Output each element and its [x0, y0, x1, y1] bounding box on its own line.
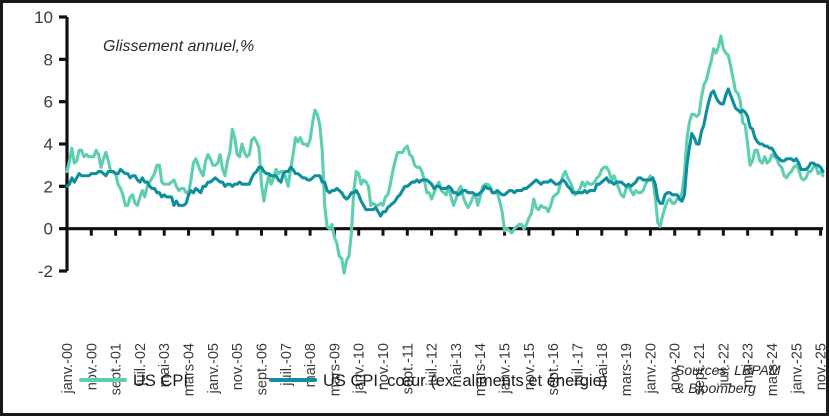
x-tick-label: mars-14 — [473, 343, 489, 396]
x-tick-label: sept.-01 — [109, 343, 125, 395]
x-tick-label: mars-24 — [765, 343, 781, 396]
x-tick-label: mai-03 — [157, 343, 173, 387]
series-line-1 — [65, 34, 825, 275]
x-tick-label: nov.-05 — [230, 343, 246, 390]
x-tick-label: janv.-05 — [206, 343, 222, 395]
x-tick-label: mai-13 — [449, 343, 465, 387]
x-tick-label: mars-04 — [182, 343, 198, 396]
x-tick-label: nov.-00 — [84, 343, 100, 390]
x-tick-label: sept.-06 — [254, 343, 270, 395]
legend-item-1[interactable]: US CPI — [79, 372, 188, 390]
x-tick-label: sept.-11 — [400, 343, 416, 394]
y-tick-label: 10 — [34, 8, 53, 27]
x-tick-label: janv.-00 — [60, 343, 76, 395]
y-tick-label: -2 — [38, 262, 53, 281]
x-tick-label: juil.-17 — [570, 343, 586, 387]
x-tick-label: janv.-10 — [352, 343, 368, 395]
y-tick-label: 0 — [44, 220, 53, 239]
x-tick-label: janv.-25 — [789, 343, 805, 395]
x-tick-label: mars-09 — [327, 343, 343, 396]
y-tick-label: 6 — [44, 93, 53, 112]
x-tick-label: janv.-15 — [498, 343, 514, 395]
cpi-line-chart: -2 0 2 4 6 8 10 janv.-00 nov.-00 sept.-01 juil.-02… — [34, 8, 829, 396]
x-tick-label: mai-08 — [303, 343, 319, 387]
x-tick-label: sept.-16 — [546, 343, 562, 395]
x-tick-label: nov.-10 — [376, 343, 392, 390]
x-tick-label: sept.-21 — [692, 343, 708, 395]
y-tick-label: 4 — [44, 135, 53, 154]
series-line-2 — [65, 87, 825, 218]
y-tick-label: 2 — [44, 177, 53, 196]
x-tick-label: nov.-15 — [522, 343, 538, 390]
x-tick-label: juil.-02 — [133, 343, 149, 387]
x-tick-label: nov.-25 — [814, 343, 829, 390]
x-tick-label: nov.-20 — [668, 343, 684, 390]
x-tick-label: juil.-12 — [425, 343, 441, 387]
x-tick-label: juil.-07 — [279, 343, 295, 387]
y-axis: -2 0 2 4 6 8 10 — [34, 8, 67, 281]
chart-legend: US CPI US CPI, cœur (ex. aliments et éner… — [79, 372, 607, 390]
x-tick-label: mars-19 — [619, 343, 635, 396]
legend-label: US CPI — [133, 372, 188, 390]
x-tick-label: juil.-22 — [716, 343, 732, 387]
legend-item-2[interactable]: US CPI, cœur (ex. aliments et énergie) — [269, 372, 607, 390]
x-tick-label: mai-23 — [741, 343, 757, 387]
x-tick-label: mai-18 — [595, 343, 611, 387]
y-tick-label: 8 — [44, 50, 53, 69]
x-tick-label: janv.-20 — [643, 343, 659, 395]
legend-label: US CPI, cœur (ex. aliments et énergie) — [323, 372, 607, 390]
